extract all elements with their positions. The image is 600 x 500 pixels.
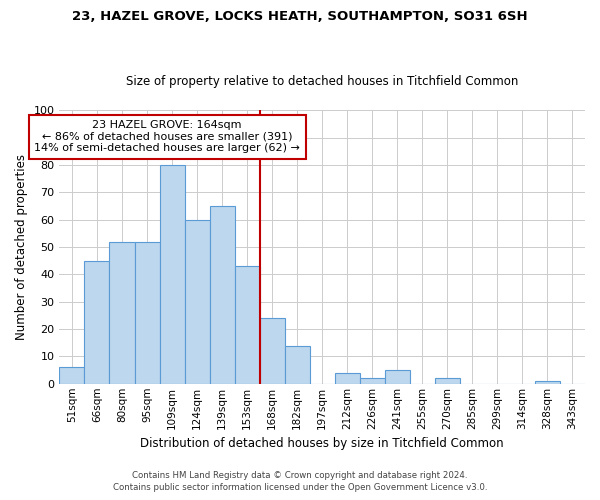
Text: 23 HAZEL GROVE: 164sqm
← 86% of detached houses are smaller (391)
14% of semi-de: 23 HAZEL GROVE: 164sqm ← 86% of detached… bbox=[34, 120, 300, 154]
Bar bbox=[360, 378, 385, 384]
Title: Size of property relative to detached houses in Titchfield Common: Size of property relative to detached ho… bbox=[126, 76, 518, 88]
Bar bbox=[260, 318, 284, 384]
Bar bbox=[59, 368, 85, 384]
Bar bbox=[160, 165, 185, 384]
Bar bbox=[85, 261, 109, 384]
Bar bbox=[109, 242, 134, 384]
Text: Contains HM Land Registry data © Crown copyright and database right 2024.
Contai: Contains HM Land Registry data © Crown c… bbox=[113, 471, 487, 492]
Bar bbox=[435, 378, 460, 384]
Bar bbox=[235, 266, 260, 384]
Bar bbox=[209, 206, 235, 384]
Bar bbox=[385, 370, 410, 384]
Bar bbox=[535, 381, 560, 384]
Text: 23, HAZEL GROVE, LOCKS HEATH, SOUTHAMPTON, SO31 6SH: 23, HAZEL GROVE, LOCKS HEATH, SOUTHAMPTO… bbox=[72, 10, 528, 23]
Y-axis label: Number of detached properties: Number of detached properties bbox=[15, 154, 28, 340]
Bar bbox=[284, 346, 310, 384]
Bar bbox=[335, 373, 360, 384]
X-axis label: Distribution of detached houses by size in Titchfield Common: Distribution of detached houses by size … bbox=[140, 437, 504, 450]
Bar bbox=[134, 242, 160, 384]
Bar bbox=[185, 220, 209, 384]
